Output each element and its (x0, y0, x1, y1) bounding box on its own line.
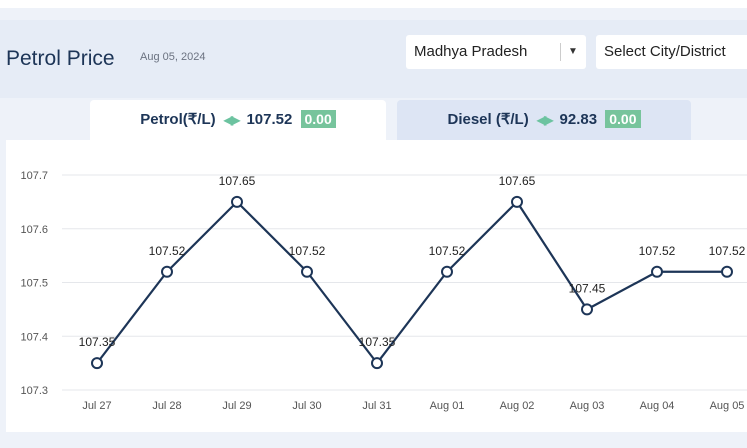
top-strip (0, 0, 747, 8)
tab-petrol-label: Petrol(₹/L) (140, 111, 216, 128)
y-tick-label: 107.4 (20, 331, 48, 343)
x-tick-label: Jul 29 (222, 400, 251, 412)
y-tick-label: 107.7 (20, 170, 48, 182)
data-label: 107.52 (149, 244, 186, 258)
tab-diesel-change-badge: 0.00 (605, 110, 641, 128)
data-label: 107.52 (429, 244, 466, 258)
state-select[interactable]: Madhya Pradesh ▼ (406, 35, 586, 69)
x-tick-label: Aug 04 (640, 400, 675, 412)
data-point (301, 265, 313, 278)
data-label: 107.65 (219, 174, 256, 188)
data-point (91, 357, 103, 370)
data-label: 107.35 (79, 335, 116, 349)
x-tick-label: Jul 30 (292, 400, 321, 412)
y-tick-label: 107.5 (20, 278, 48, 290)
tab-diesel[interactable]: Diesel (₹/L) ◀▶ 92.83 0.00 (397, 100, 691, 140)
price-line-chart: 107.3 107.4 107.5 107.6 107.7 Jul 27 Jul 28 Jul… (20, 170, 747, 412)
tab-petrol[interactable]: Petrol(₹/L) ◀▶ 107.52 0.00 (90, 100, 386, 140)
data-point (371, 357, 383, 370)
price-change-arrows-icon: ◀▶ (536, 113, 554, 127)
data-point (231, 195, 243, 208)
data-label: 107.52 (639, 244, 676, 258)
data-point (651, 265, 663, 278)
tab-diesel-label: Diesel (₹/L) (447, 111, 529, 128)
x-tick-label: Aug 05 (710, 400, 745, 412)
x-tick-label: Jul 31 (362, 400, 391, 412)
series-line (96, 200, 727, 365)
page-title: Petrol Price (6, 47, 115, 70)
data-point (581, 303, 593, 316)
tab-petrol-price: 107.52 (246, 111, 293, 128)
data-label: 107.52 (709, 244, 746, 258)
data-point (511, 195, 523, 208)
data-label: 107.35 (359, 335, 396, 349)
x-tick-label: Jul 27 (82, 400, 111, 412)
data-label: 107.52 (289, 244, 326, 258)
city-select-value: Select City/District (604, 43, 726, 60)
x-tick-label: Aug 02 (500, 400, 535, 412)
price-date: Aug 05, 2024 (140, 51, 206, 63)
data-point (721, 265, 733, 278)
chart-panel: 107.3 107.4 107.5 107.6 107.7 Jul 27 Jul 28 Jul… (6, 140, 747, 432)
state-select-value: Madhya Pradesh (414, 43, 528, 60)
tab-petrol-change-badge: 0.00 (300, 110, 336, 128)
x-tick-label: Jul 28 (152, 400, 181, 412)
tab-diesel-price: 92.83 (559, 111, 598, 128)
select-divider (560, 43, 561, 61)
y-tick-label: 107.6 (20, 224, 48, 236)
y-tick-label: 107.3 (20, 385, 48, 397)
data-point (161, 265, 173, 278)
chevron-down-icon[interactable]: ▼ (568, 46, 578, 57)
x-tick-label: Aug 01 (430, 400, 465, 412)
city-select[interactable]: Select City/District (596, 35, 747, 69)
data-label: 107.65 (499, 174, 536, 188)
x-tick-label: Aug 03 (570, 400, 605, 412)
data-point (441, 265, 453, 278)
data-label: 107.45 (569, 281, 606, 295)
price-change-arrows-icon: ◀▶ (223, 113, 241, 127)
